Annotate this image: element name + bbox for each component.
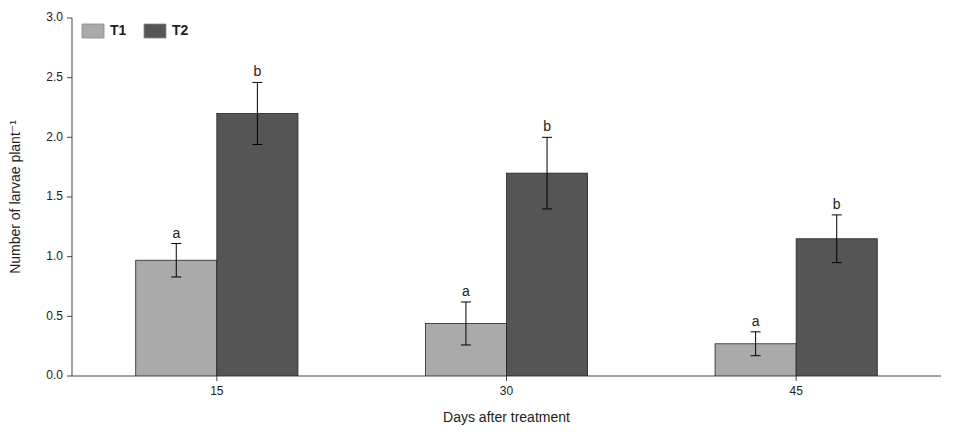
- significance-label: a: [172, 225, 180, 241]
- y-tick: [67, 256, 72, 257]
- bar: [217, 113, 298, 376]
- y-tick-label: 0.5: [46, 309, 63, 323]
- error-bar: [751, 332, 761, 356]
- x-axis-label: Days after treatment: [443, 409, 570, 425]
- significance-label: b: [253, 63, 261, 79]
- y-tick-label: 1.5: [46, 189, 63, 203]
- y-tick: [67, 137, 72, 138]
- bar: [136, 260, 217, 376]
- legend: T1 T2: [82, 22, 189, 38]
- plot-marks: [136, 82, 878, 376]
- y-tick: [67, 197, 72, 198]
- error-bar: [832, 215, 842, 263]
- y-tick-label: 2.5: [46, 70, 63, 84]
- legend-swatch: [144, 24, 166, 38]
- y-axis-label: Number of larvae plant⁻¹: [7, 120, 23, 274]
- significance-label: a: [462, 283, 470, 299]
- y-tick-label: 3.0: [46, 10, 63, 24]
- significance-label: b: [833, 196, 841, 212]
- y-tick: [67, 77, 72, 78]
- legend-swatch: [82, 24, 104, 38]
- x-tick-label: 15: [210, 384, 224, 398]
- x-tick: [506, 376, 507, 381]
- y-tick-label: 2.0: [46, 130, 63, 144]
- legend-label: T2: [172, 22, 189, 38]
- significance-label: a: [752, 313, 760, 329]
- error-bar: [171, 244, 181, 277]
- y-axis: 0.0 0.5 1.0 1.5 2.0 2.5 3.0 Number of larvae pl…: [7, 10, 72, 382]
- x-tick-label: 45: [789, 384, 803, 398]
- y-tick-label: 0.0: [46, 368, 63, 382]
- x-axis: 15 30 45 Days after treatment: [72, 376, 941, 425]
- error-bar: [461, 302, 471, 345]
- significance-label: b: [543, 118, 551, 134]
- y-tick: [67, 316, 72, 317]
- series-1: [217, 82, 877, 376]
- error-bar: [542, 137, 552, 209]
- y-axis-line: [72, 18, 73, 376]
- x-tick-label: 30: [500, 384, 514, 398]
- legend-label: T1: [110, 22, 127, 38]
- chart-container: 0.0 0.5 1.0 1.5 2.0 2.5 3.0 Number of larvae pl…: [0, 0, 961, 432]
- y-tick-label: 1.0: [46, 249, 63, 263]
- x-tick: [796, 376, 797, 381]
- chart-svg: 0.0 0.5 1.0 1.5 2.0 2.5 3.0 Number of larvae pl…: [0, 0, 961, 432]
- x-tick: [216, 376, 217, 381]
- y-tick: [67, 376, 72, 377]
- y-tick: [67, 18, 72, 19]
- annotations: a a a b b b: [172, 63, 840, 328]
- error-bar: [252, 82, 262, 144]
